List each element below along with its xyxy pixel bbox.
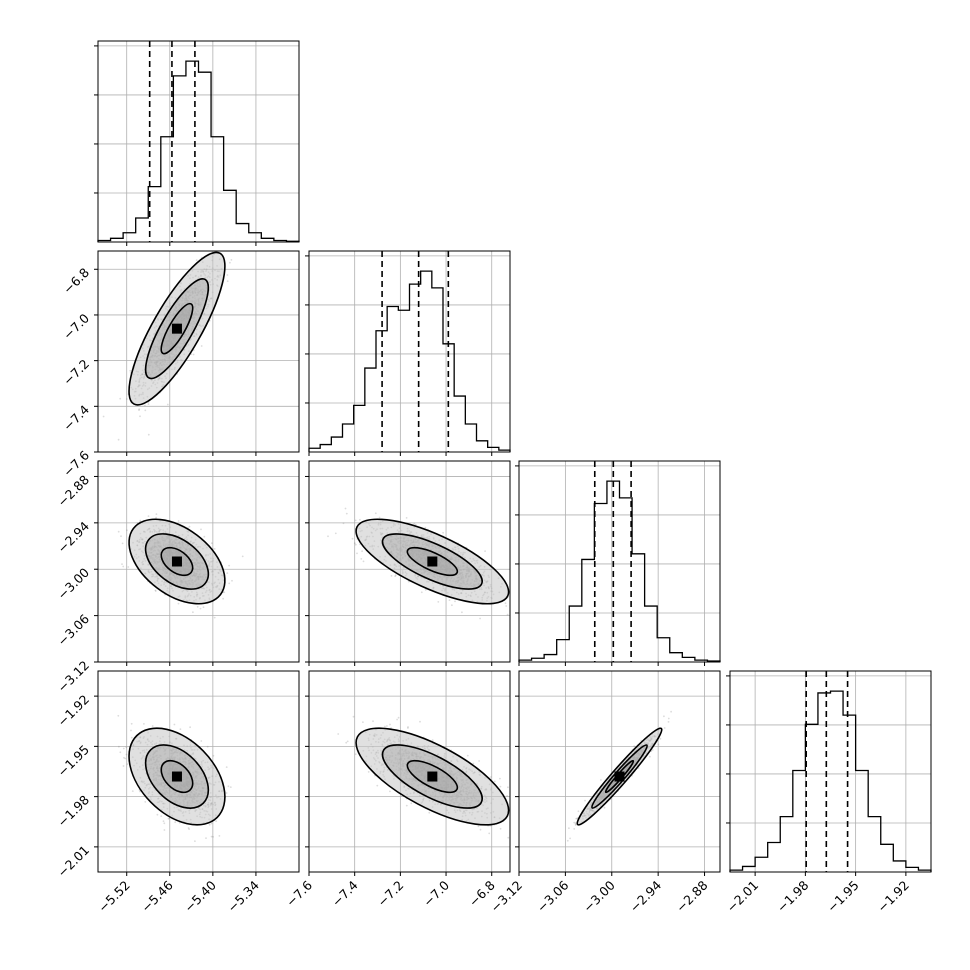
x-tick-label: −3.06 (534, 877, 572, 915)
contour-0 (128, 518, 226, 605)
contour-1 (144, 533, 210, 590)
x-tick-label: −3.12 (487, 878, 525, 916)
mode-marker (171, 323, 182, 334)
x-tick-label: −2.88 (673, 877, 711, 915)
y-tick-label: −7.2 (60, 356, 92, 388)
y-tick-label: −3.12 (54, 658, 92, 696)
x-tick-label: −1.98 (774, 877, 812, 915)
contour-0 (576, 727, 663, 826)
contour-1 (381, 533, 483, 590)
y-tick-label: −2.94 (54, 518, 92, 556)
panel-3-1: −7.6 −7.4 −7.2 −7.0 −6.8 (283, 670, 511, 910)
panel-3-3: −2.01 −1.98 −1.95 −1.92 (724, 670, 932, 916)
panel-frame (97, 460, 300, 663)
histogram-1 (308, 270, 511, 452)
x-tick-label: −5.52 (95, 878, 133, 916)
panel-frame (308, 460, 511, 663)
x-tick-label: −7.0 (420, 877, 452, 909)
contour-2 (160, 302, 194, 355)
x-tick-label: −2.94 (627, 877, 665, 915)
contour-2 (160, 759, 194, 794)
x-tick-label: −1.95 (824, 878, 862, 916)
panel-2-2 (515, 460, 721, 666)
contour-0 (355, 518, 510, 605)
contour-0 (128, 251, 226, 406)
panel-frame (308, 670, 511, 873)
y-tick-label: −1.98 (54, 792, 92, 830)
panel-frame (518, 670, 721, 873)
y-tick-label: −2.01 (54, 842, 92, 880)
contour-1 (381, 744, 483, 809)
mode-marker (614, 771, 625, 782)
panel-3-2: −3.12 −3.06 −3.00 −2.94 −2.88 (487, 670, 721, 916)
y-tick-label: −2.88 (54, 472, 92, 510)
y-tick-label: −3.06 (54, 611, 92, 649)
contour-1 (144, 278, 210, 380)
y-tick-label: −1.92 (54, 692, 92, 730)
mode-marker (427, 556, 438, 567)
panel-frame (97, 250, 300, 453)
x-tick-label: −7.6 (283, 877, 315, 909)
panel-frame (97, 40, 300, 243)
contour-1 (144, 744, 210, 809)
panel-0-0 (94, 40, 300, 246)
x-tick-label: −5.40 (181, 877, 219, 915)
x-tick-label: −7.2 (374, 878, 406, 910)
contour-0 (355, 727, 510, 826)
histogram-3 (729, 690, 932, 872)
panel-frame (729, 670, 932, 873)
y-tick-label: −1.95 (54, 742, 92, 780)
contour-0 (128, 727, 226, 826)
y-tick-label: −7.4 (60, 402, 92, 434)
panel-2-0: −3.12 −3.06 −3.00 −2.94 −2.88 (54, 460, 300, 696)
y-tick-label: −6.8 (60, 265, 92, 297)
x-tick-label: −2.01 (724, 878, 762, 916)
mode-marker (427, 771, 438, 782)
panel-3-0: −2.01 −1.98 −1.95 −1.92 −5.52 −5.46 −5.40 −5.34 (54, 670, 300, 916)
x-tick-label: −3.00 (580, 877, 618, 915)
panel-frame (518, 460, 721, 663)
contour-2 (406, 759, 459, 794)
histogram-0 (97, 60, 300, 242)
mode-marker (171, 556, 182, 567)
mode-marker (171, 771, 182, 782)
panel-1-0: −7.6 −7.4 −7.2 −7.0 −6.8 (60, 250, 300, 480)
panel-1-1 (305, 250, 511, 456)
x-tick-label: −1.92 (874, 878, 912, 916)
histogram-2 (518, 480, 721, 662)
x-tick-label: −5.34 (224, 877, 262, 915)
y-tick-label: −7.6 (60, 447, 92, 479)
y-tick-label: −3.00 (54, 565, 92, 603)
x-tick-label: −5.46 (138, 877, 176, 915)
contour-2 (160, 546, 194, 577)
contour-2 (406, 546, 459, 577)
x-tick-label: −7.4 (329, 877, 361, 909)
panel-frame (308, 250, 511, 453)
panel-2-1 (305, 460, 511, 666)
y-tick-label: −7.0 (60, 310, 92, 342)
panel-frame (97, 670, 300, 873)
